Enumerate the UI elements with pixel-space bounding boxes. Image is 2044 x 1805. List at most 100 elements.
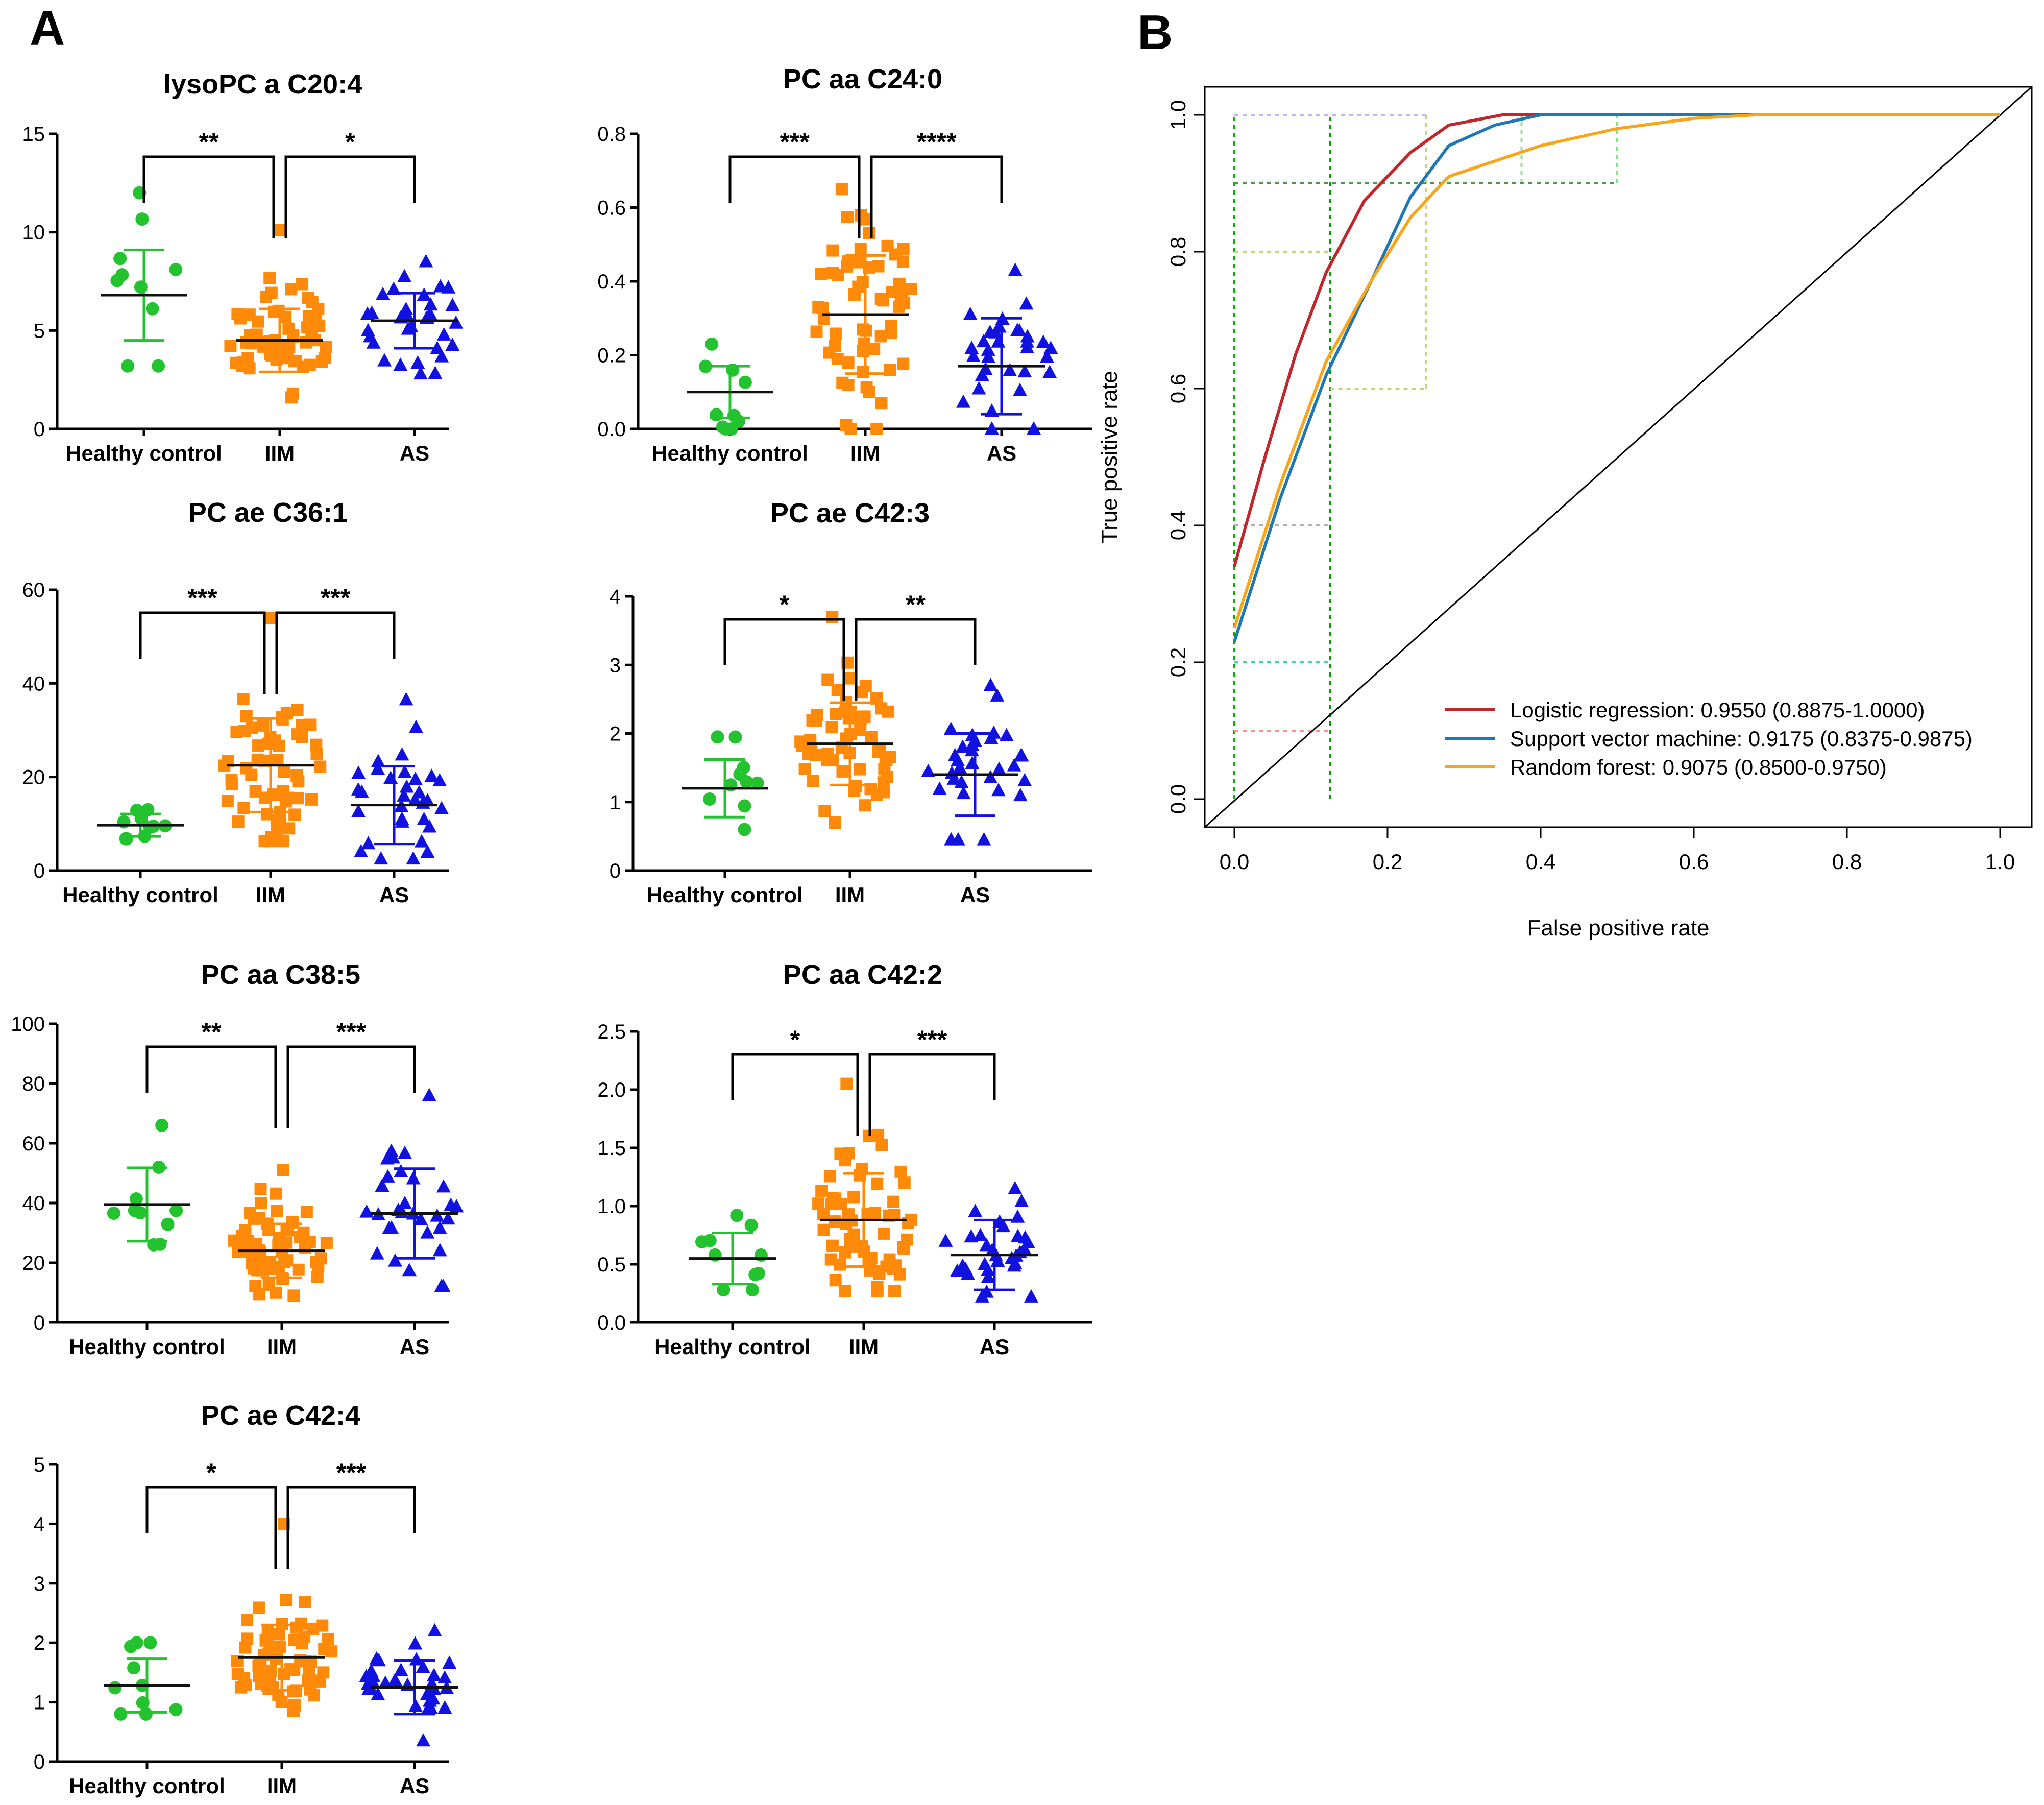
data-point xyxy=(847,1191,860,1204)
data-point xyxy=(954,775,969,788)
data-point xyxy=(406,851,421,865)
data-point xyxy=(277,1164,289,1176)
data-point xyxy=(870,788,883,801)
data-point xyxy=(745,1283,759,1297)
data-point xyxy=(932,781,947,795)
data-point xyxy=(983,770,998,784)
data-point xyxy=(872,1128,885,1141)
data-point xyxy=(241,1632,254,1645)
data-point xyxy=(237,693,250,706)
data-point xyxy=(432,1220,447,1234)
y-tick-label: 0.4 xyxy=(597,271,626,293)
data-point xyxy=(311,1271,324,1284)
y-tick-label: 0.8 xyxy=(1166,237,1190,267)
data-point xyxy=(283,822,296,835)
y-tick-label: 20 xyxy=(22,1252,45,1274)
data-point xyxy=(815,1185,828,1197)
data-point xyxy=(875,702,888,715)
data-point xyxy=(434,801,449,814)
y-tick-label: 0 xyxy=(34,418,45,441)
data-point xyxy=(825,721,838,734)
data-point xyxy=(841,211,854,224)
data-point xyxy=(252,739,265,752)
data-point xyxy=(402,1263,417,1277)
data-point xyxy=(826,611,839,623)
data-point xyxy=(239,1224,252,1237)
data-point xyxy=(872,260,885,273)
data-point xyxy=(225,774,238,786)
y-tick-label: 2.5 xyxy=(597,1021,626,1043)
data-point xyxy=(351,782,366,796)
y-tick-label: 0.4 xyxy=(1166,511,1190,540)
data-point xyxy=(717,1283,731,1297)
data-point xyxy=(698,359,712,373)
data-point xyxy=(258,791,271,804)
data-point xyxy=(877,776,890,789)
data-point xyxy=(253,1288,266,1301)
data-point xyxy=(139,1707,153,1721)
y-tick-label: 5 xyxy=(34,1454,45,1476)
data-point xyxy=(299,1596,311,1608)
y-tick-label: 0.0 xyxy=(1166,784,1190,814)
significance-bracket xyxy=(286,1486,416,1533)
data-point xyxy=(433,279,448,293)
data-point xyxy=(234,312,247,325)
x-category-label: Healthy control xyxy=(69,1335,225,1359)
data-point xyxy=(237,355,250,368)
data-point xyxy=(420,844,435,858)
data-point xyxy=(986,725,1001,739)
data-point xyxy=(395,747,409,761)
data-point xyxy=(975,368,989,381)
dot-plot-5: PC aa C38:5 0 20 40 60 80 100 Healthy control II… xyxy=(11,959,464,1359)
x-tick-label: 1.0 xyxy=(1985,850,2015,874)
data-point xyxy=(238,725,251,737)
data-point xyxy=(855,209,867,222)
x-category-label: AS xyxy=(400,441,429,465)
data-point xyxy=(437,1700,452,1714)
data-point xyxy=(303,358,316,371)
data-point xyxy=(956,786,971,800)
data-point xyxy=(292,1263,305,1276)
data-point xyxy=(386,281,401,295)
data-point xyxy=(224,340,237,352)
points-as xyxy=(956,262,1058,435)
data-point xyxy=(382,1220,397,1234)
x-category-label: Healthy control xyxy=(652,441,808,465)
data-point xyxy=(738,823,751,836)
data-point xyxy=(369,1651,384,1665)
data-point xyxy=(981,1269,995,1283)
significance-bracket xyxy=(868,1053,996,1100)
x-category-label: IIM xyxy=(850,441,880,465)
data-point xyxy=(804,735,817,748)
data-point xyxy=(848,288,861,301)
data-point xyxy=(129,1192,143,1206)
significance-bracket xyxy=(723,618,845,665)
data-point xyxy=(1024,1289,1039,1303)
data-point xyxy=(870,423,883,435)
data-point xyxy=(240,710,253,723)
y-tick-label: 0 xyxy=(610,860,621,882)
points-iim xyxy=(812,1077,918,1297)
points-iim xyxy=(231,1518,338,1718)
dot-plot-2: PC aa C24:0 0.0 0.2 0.4 0.6 0.8 Healthy contro… xyxy=(597,64,1092,465)
data-point xyxy=(960,1266,975,1280)
y-tick-label: 2 xyxy=(610,723,621,745)
points-as xyxy=(359,1623,457,1747)
data-point xyxy=(108,1681,122,1695)
x-category-label: IIM xyxy=(267,1335,297,1359)
data-point xyxy=(270,1286,282,1299)
data-point xyxy=(432,773,447,787)
data-point xyxy=(270,788,283,801)
data-point xyxy=(705,337,719,351)
data-point xyxy=(938,1233,953,1247)
data-point xyxy=(296,278,309,291)
points-as xyxy=(938,1181,1039,1303)
y-tick-label: 40 xyxy=(22,1192,45,1215)
x-category-label: Healthy control xyxy=(62,883,218,907)
roc-curve-random-forest xyxy=(1233,113,2000,629)
plot-frame xyxy=(1204,86,2033,828)
data-point xyxy=(968,1204,983,1217)
data-point xyxy=(428,366,443,379)
data-point xyxy=(313,320,326,332)
y-axis-label: True positive rate xyxy=(1097,371,1122,543)
